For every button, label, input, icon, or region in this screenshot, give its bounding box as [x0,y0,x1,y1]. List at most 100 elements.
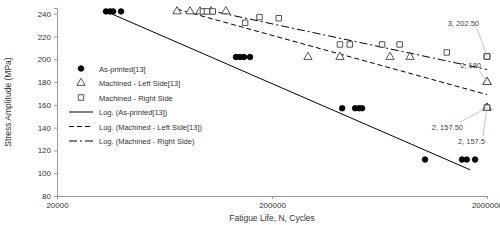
point [222,7,230,14]
point [379,42,384,47]
tick: 220 [38,33,57,42]
tick-label: 2000000 [472,201,500,210]
tick-label: 80 [42,192,51,201]
tick-mark [54,105,57,106]
tick-mark [54,14,57,15]
annotations: 3, 202.50 2, 180 2, 157.50 2, 157.5 [432,19,487,145]
tick: 160 [38,101,57,110]
point [110,9,116,15]
tick: 180 [38,78,57,87]
tick: 2000000 [472,196,500,210]
y-axis: 80 100 120 140 160 180 200 220 240 [38,9,58,202]
point [386,52,394,59]
annotation: 2, 180 [460,61,481,70]
axis-line [58,197,488,200]
point [339,106,345,112]
chart: 20000 200000 2000000 80 100 120 140 160 180 200 22… [0,0,500,225]
point [359,106,365,112]
tick-mark [54,36,57,37]
legend-item: Machined - Right Side [78,94,173,103]
legend-label: Log. (Machined - Left Side[13]) [99,123,202,132]
point [347,42,352,47]
leader-line [461,108,487,122]
annotation: 2, 157.50 [432,123,463,132]
point [173,7,181,14]
point [472,157,478,163]
tick-mark [54,82,57,83]
legend: As-printed[13] Machined - Left Side[13] Ma… [69,65,202,147]
tick-mark [54,150,57,151]
legend-symbol [78,95,83,100]
annotation: 2, 157.5 [458,137,485,146]
tick-mark [54,173,57,174]
point [406,52,414,59]
legend-symbol [78,66,84,72]
point [257,14,262,19]
legend-item: As-printed[13] [78,65,145,74]
tick: 200 [38,55,57,64]
tick: 240 [38,10,57,19]
point [186,7,194,14]
tick-label: 20000 [46,201,69,210]
annotation: 3, 202.50 [448,19,479,28]
legend-symbol [69,126,93,127]
point [483,77,491,84]
tick-label: 220 [38,33,52,42]
point [422,157,428,163]
point [242,20,247,25]
point [247,54,253,60]
point [336,52,344,59]
x-axis-title: Fatigue Life, N, Cycles [229,213,315,223]
point [337,42,342,47]
point [444,50,449,55]
point [483,77,491,84]
tick: 200000 [259,196,286,210]
point [397,42,402,47]
tick: 140 [38,124,57,133]
point [464,157,470,163]
tick-label: 200 [38,55,52,64]
tick: 80 [42,192,57,201]
legend-label: Log. (As-printed[13]) [99,108,168,117]
plot: 20000 200000 2000000 80 100 120 140 160 180 200 22… [38,7,500,210]
leader-line [483,108,487,136]
legend-label: As-printed[13] [99,65,146,74]
legend-label: Machined - Left Side[13] [99,79,180,88]
tick-mark [54,128,57,129]
tick-label: 140 [38,124,52,133]
tick-mark [487,196,488,199]
legend-label: Machined - Right Side [99,94,173,103]
trend-line [106,11,470,169]
trend-line [177,9,487,94]
tick-mark [272,196,273,199]
trend-line [203,9,487,69]
point [204,9,209,14]
tick-label: 120 [38,146,52,155]
y-axis-title: Stress Amplitude (MPa) [3,57,13,146]
legend-symbol [69,141,93,142]
x-axis: 20000 200000 2000000 [46,196,500,210]
tick: 120 [38,146,57,155]
leader-line [477,28,487,56]
point [210,9,215,14]
legend-item: Log. (Machined - Right Side) [69,137,195,146]
point [118,9,124,15]
point [276,16,281,21]
legend-label: Log. (Machined - Right Side) [99,137,195,146]
leader-line [479,70,487,82]
tick-label: 160 [38,101,52,110]
tick: 100 [38,169,57,178]
legend-item: Machined - Left Side[13] [77,78,180,88]
legend-symbol [69,112,93,113]
legend-symbol [77,78,85,85]
tick-mark [54,59,57,60]
tick-label: 240 [38,10,52,19]
tick-label: 100 [38,169,52,178]
point [241,54,247,60]
point [304,52,312,59]
axis-line [54,9,58,197]
tick-label: 180 [38,78,52,87]
legend-item: Log. (Machined - Left Side[13]) [69,123,202,132]
legend-item: Log. (As-printed[13]) [69,108,168,117]
tick-label: 200000 [259,201,286,210]
